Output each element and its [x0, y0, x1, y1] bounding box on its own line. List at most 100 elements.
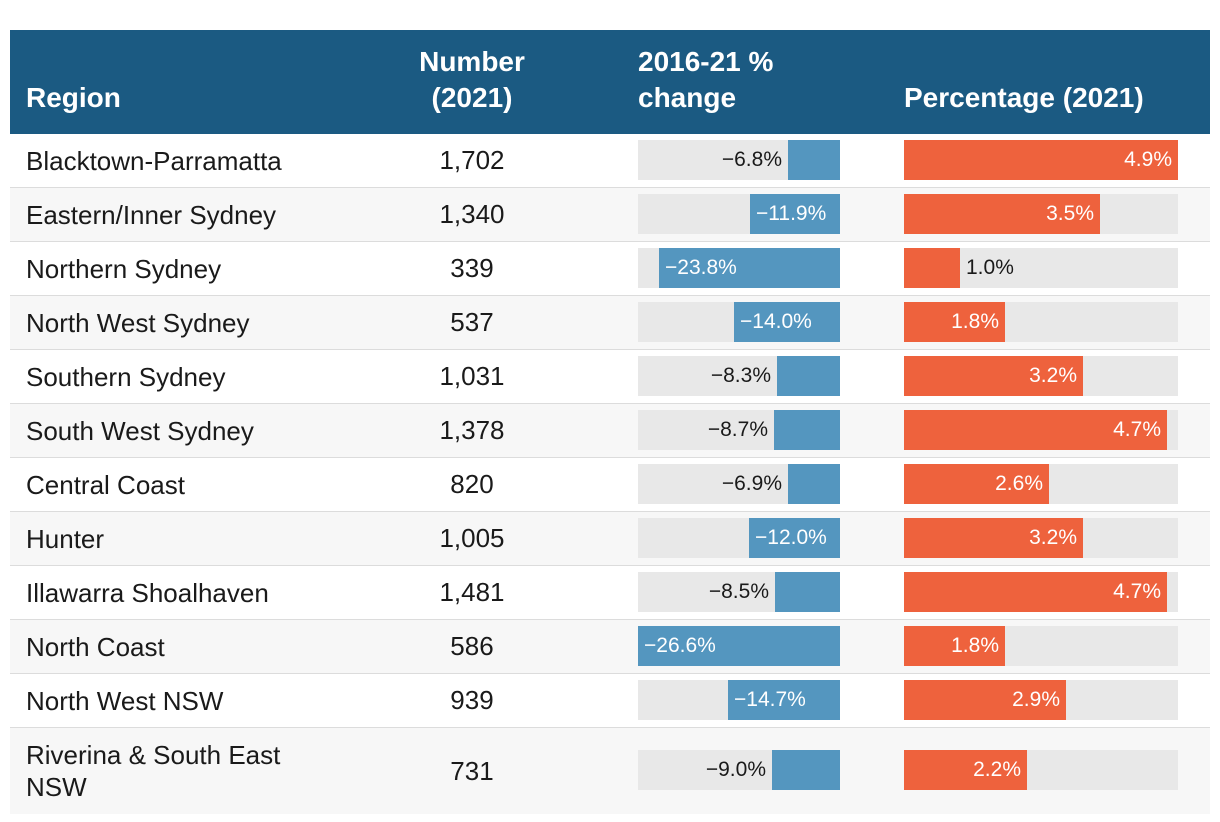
- table-row: South West Sydney 1,378 −8.7% 4.7%: [10, 404, 1210, 458]
- percentage-value-label: 4.7%: [1113, 580, 1161, 603]
- percentage-value-label: 1.8%: [951, 310, 999, 333]
- region-cell: North West Sydney: [26, 307, 250, 338]
- region-cell: Southern Sydney: [26, 361, 226, 392]
- percentage-bar-track: 3.5%: [904, 194, 1178, 234]
- percentage-bar: [904, 302, 1005, 342]
- percentage-bar: [904, 626, 1005, 666]
- change-bar-track: −6.8%: [638, 140, 840, 180]
- change-bar: [734, 302, 840, 342]
- table-row: Blacktown-Parramatta 1,702 −6.8% 4.9%: [10, 134, 1210, 188]
- percentage-bar: [904, 680, 1066, 720]
- percentage-value-label: 2.9%: [1012, 688, 1060, 711]
- percentage-value-label: 1.8%: [951, 634, 999, 657]
- change-value-label: −12.0%: [755, 526, 827, 549]
- change-bar-track: −23.8%: [638, 248, 840, 288]
- region-cell: Riverina & South East NSW: [26, 740, 281, 802]
- number-cell: 586: [450, 631, 494, 661]
- header-change: 2016-21 % change: [638, 44, 838, 116]
- change-bar: [777, 356, 840, 396]
- table-row: Hunter 1,005 −12.0% 3.2%: [10, 512, 1210, 566]
- change-bar: [638, 626, 840, 666]
- percentage-bar: [904, 410, 1167, 450]
- percentage-bar: [904, 248, 960, 288]
- number-cell: 339: [450, 253, 494, 283]
- change-bar: [774, 410, 840, 450]
- number-cell: 537: [450, 307, 494, 337]
- table-row: North West NSW 939 −14.7% 2.9%: [10, 674, 1210, 728]
- percentage-value-label: 1.0%: [966, 256, 1014, 279]
- change-bar: [772, 750, 840, 790]
- number-cell: 1,031: [439, 361, 505, 391]
- number-cell: 1,005: [439, 523, 505, 553]
- change-bar-track: −8.5%: [638, 572, 840, 612]
- number-cell: 731: [450, 755, 494, 786]
- change-bar-track: −6.9%: [638, 464, 840, 504]
- change-bar-track: −14.0%: [638, 302, 840, 342]
- number-cell: 1,340: [439, 199, 505, 229]
- percentage-bar: [904, 464, 1049, 504]
- region-cell: Eastern/Inner Sydney: [26, 199, 277, 230]
- table-row: Riverina & South East NSW 731 −9.0% 2.2%: [10, 728, 1210, 814]
- change-bar-track: −26.6%: [638, 626, 840, 666]
- percentage-bar: [904, 194, 1100, 234]
- percentage-value-label: 2.2%: [973, 758, 1021, 781]
- header-number-line1: Number: [419, 46, 525, 77]
- percentage-bar: [904, 750, 1027, 790]
- change-value-label: −8.5%: [708, 580, 769, 603]
- change-value-label: −9.0%: [705, 758, 766, 781]
- change-value-label: −14.0%: [740, 310, 812, 333]
- table-row: Eastern/Inner Sydney 1,340 −11.9% 3.5%: [10, 188, 1210, 242]
- number-cell: 1,702: [439, 145, 505, 175]
- region-cell: Central Coast: [26, 469, 185, 500]
- percentage-value-label: 3.2%: [1029, 526, 1077, 549]
- table-row: North West Sydney 537 −14.0% 1.8%: [10, 296, 1210, 350]
- change-bar: [788, 464, 840, 504]
- number-cell: 1,481: [439, 577, 505, 607]
- change-bar-track: −9.0%: [638, 750, 840, 790]
- change-bar-track: −14.7%: [638, 680, 840, 720]
- change-bar-track: −8.3%: [638, 356, 840, 396]
- change-bar: [659, 248, 840, 288]
- header-number: Number (2021): [418, 44, 526, 116]
- header-region: Region: [26, 82, 121, 113]
- table-row: Southern Sydney 1,031 −8.3% 3.2%: [10, 350, 1210, 404]
- percentage-bar-track: 3.2%: [904, 356, 1178, 396]
- number-cell: 939: [450, 685, 494, 715]
- percentage-value-label: 4.9%: [1124, 148, 1172, 171]
- percentage-value-label: 3.2%: [1029, 364, 1077, 387]
- percentage-value-label: 3.5%: [1046, 202, 1094, 225]
- data-table: Region Number (2021) 2016-21 % change Pe…: [10, 30, 1210, 814]
- header-percentage: Percentage (2021): [904, 82, 1144, 113]
- change-value-label: −23.8%: [665, 256, 737, 279]
- table-row: Illawarra Shoalhaven 1,481 −8.5% 4.7%: [10, 566, 1210, 620]
- change-value-label: −26.6%: [644, 634, 716, 657]
- region-cell: Hunter: [26, 523, 105, 554]
- number-cell: 1,378: [439, 415, 505, 445]
- change-bar: [749, 518, 840, 558]
- change-value-label: −6.8%: [721, 148, 782, 171]
- percentage-value-label: 4.7%: [1113, 418, 1161, 441]
- region-cell: South West Sydney: [26, 415, 254, 446]
- change-value-label: −8.3%: [710, 364, 771, 387]
- table-row: North Coast 586 −26.6% 1.8%: [10, 620, 1210, 674]
- header-change-line2: change: [638, 82, 737, 113]
- region-cell: Blacktown-Parramatta: [26, 145, 282, 176]
- table-row: Central Coast 820 −6.9% 2.6%: [10, 458, 1210, 512]
- percentage-bar-track: 4.7%: [904, 410, 1178, 450]
- header-change-line1: 2016-21 %: [638, 46, 774, 77]
- change-bar-track: −11.9%: [638, 194, 840, 234]
- region-cell: Illawarra Shoalhaven: [26, 577, 269, 608]
- change-bar: [750, 194, 840, 234]
- percentage-bar-track: 1.8%: [904, 626, 1178, 666]
- change-bar: [728, 680, 840, 720]
- number-cell: 820: [450, 469, 494, 499]
- percentage-bar-track: 4.7%: [904, 572, 1178, 612]
- percentage-bar-track: 2.9%: [904, 680, 1178, 720]
- percentage-bar-track: 3.2%: [904, 518, 1178, 558]
- region-cell: Northern Sydney: [26, 253, 222, 284]
- change-bar-track: −12.0%: [638, 518, 840, 558]
- percentage-bar: [904, 518, 1083, 558]
- percentage-bar: [904, 572, 1167, 612]
- change-value-label: −14.7%: [734, 688, 806, 711]
- table-body: Blacktown-Parramatta 1,702 −6.8% 4.9% Easter…: [10, 134, 1210, 814]
